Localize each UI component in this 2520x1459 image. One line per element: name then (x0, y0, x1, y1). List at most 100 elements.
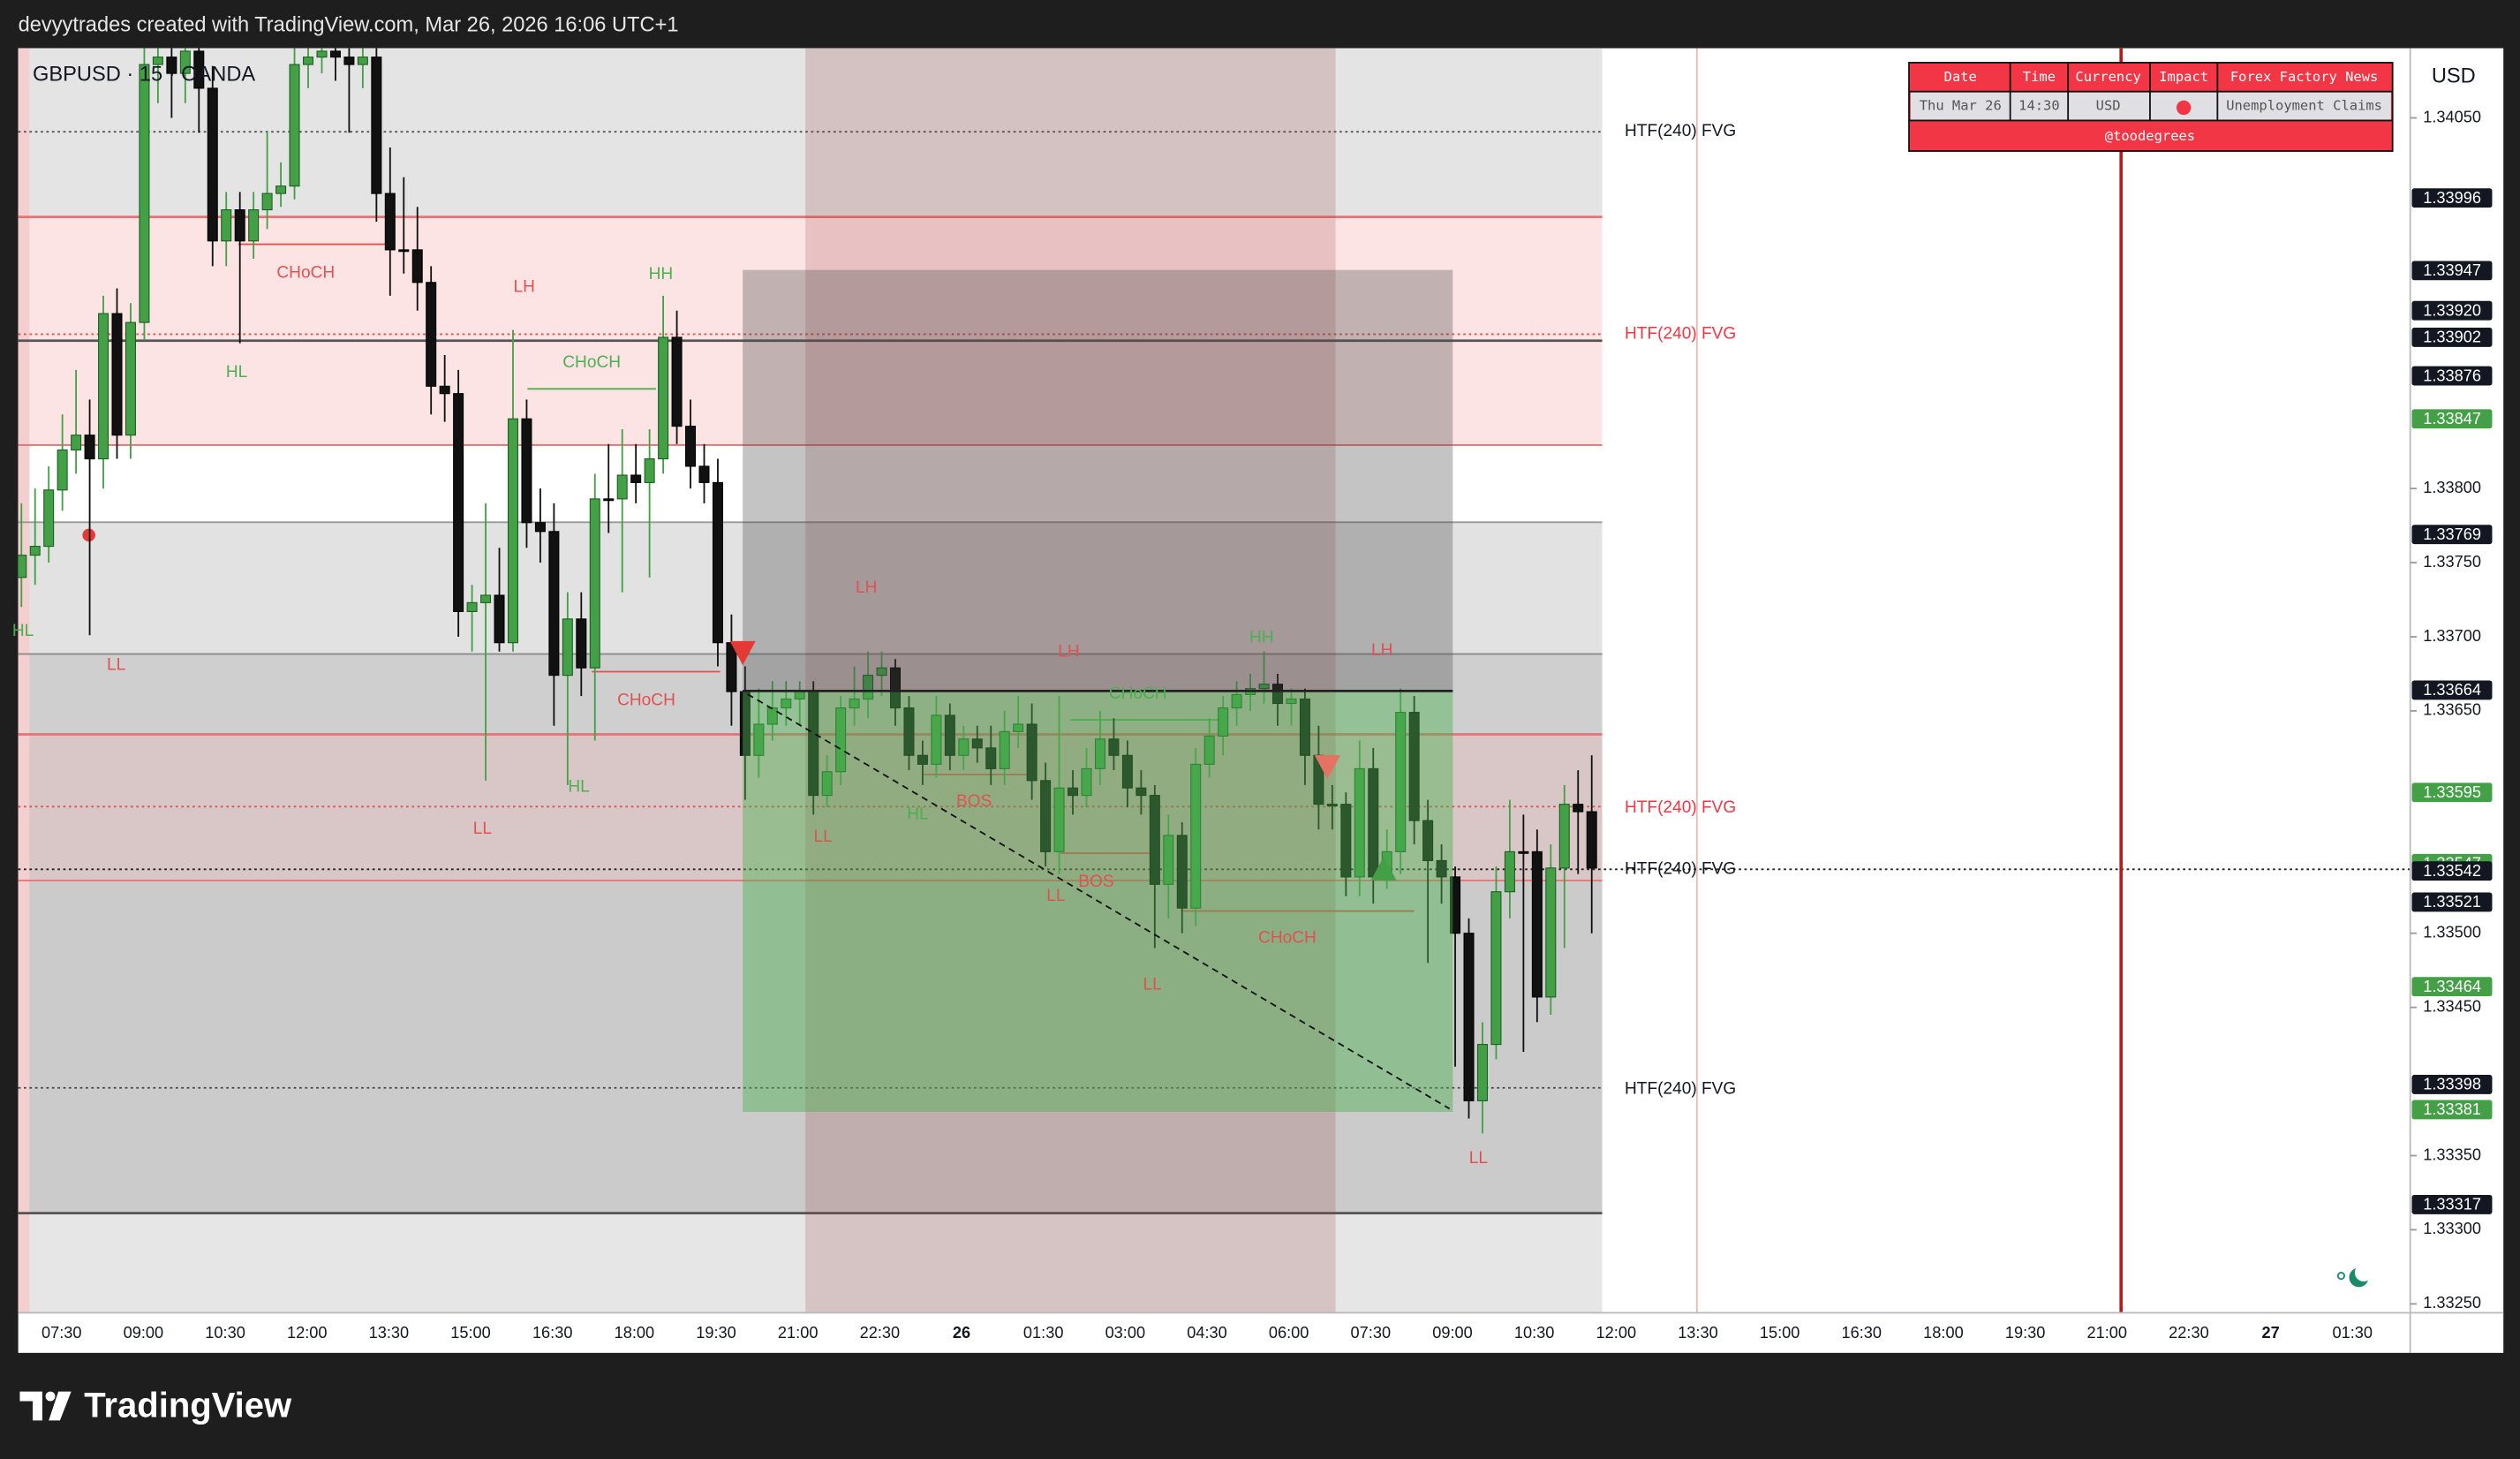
time-tick-label: 06:00 (1269, 1324, 1309, 1342)
time-tick-label: 07:30 (41, 1324, 82, 1342)
candle-body (944, 714, 955, 756)
structure-label: BOS (1078, 873, 1113, 891)
candle-body (234, 209, 245, 242)
candle-body (371, 57, 382, 194)
candle-body (1326, 804, 1338, 807)
candle-body (849, 698, 860, 709)
candle-body (1121, 754, 1133, 789)
candle-body (166, 57, 177, 74)
candle-body (1026, 723, 1037, 782)
zone (18, 1213, 1603, 1313)
time-tick-label: 16:30 (532, 1324, 573, 1342)
table-header: Date (1944, 69, 1977, 85)
candle-body (1231, 693, 1242, 709)
path-line (747, 693, 1451, 1110)
candle-body (931, 714, 942, 765)
candle-body (1094, 738, 1105, 769)
candle-body (152, 57, 163, 65)
price-tag-label: 1.33317 (2423, 1196, 2481, 1213)
price-tick-label: 1.34050 (2423, 108, 2481, 125)
price-tag (2411, 680, 2493, 700)
price-tag (2411, 188, 2493, 208)
zone (18, 881, 1603, 1213)
time-tick-label: 04:30 (1187, 1324, 1227, 1342)
candle-body (1586, 811, 1597, 869)
candle-body (1013, 723, 1024, 732)
impact-dot (2176, 100, 2192, 116)
candle-body (316, 50, 328, 58)
candle-body (1450, 876, 1461, 934)
candle-body (1422, 820, 1434, 862)
candle-body (494, 594, 505, 644)
price-tag (2411, 409, 2493, 429)
time-tick-label: 22:30 (860, 1324, 901, 1342)
zones (18, 48, 2411, 1313)
candle-body (1163, 835, 1174, 885)
candle-body (1558, 804, 1570, 869)
fvg-label: HTF(240) FVG (1625, 1080, 1736, 1099)
fvg-label: HTF(240) FVG (1625, 122, 1736, 140)
table-cell: 14:30 (2018, 98, 2060, 114)
symbol-label: GBPUSD · 15 · OANDA (33, 64, 255, 87)
price-tag (2411, 261, 2493, 281)
candle-body (630, 474, 642, 483)
candle-body (1354, 767, 1365, 878)
candle-body (985, 747, 997, 769)
sell-signal (729, 640, 756, 666)
annotations: CHoCH LH HH CHoCH HL HL LL CHoCH HL LL LH LL HL BOS LH… (12, 122, 1736, 1168)
candle-body (521, 418, 532, 524)
time-tick-label: 10:30 (205, 1324, 245, 1342)
zone (18, 48, 30, 1313)
time-tick-label: 22:30 (2169, 1324, 2209, 1342)
candle-body (698, 465, 710, 483)
candle-body (576, 618, 587, 669)
price-tag-label: 1.33398 (2423, 1076, 2481, 1093)
price-tag (2411, 1194, 2493, 1214)
candle-body (1258, 684, 1270, 690)
candle-body (193, 50, 205, 89)
candle-body (1068, 787, 1079, 797)
price-tag (2411, 525, 2493, 545)
buy-signal (1370, 856, 1397, 881)
table-grid (1909, 62, 2393, 122)
structure-label: HH (649, 265, 674, 283)
candle-body (644, 458, 655, 483)
structure-label: LH (514, 278, 535, 297)
candle-body (57, 449, 68, 491)
currency-label[interactable]: USD (2432, 65, 2476, 88)
fvg-label: HTF(240) FVG (1625, 324, 1736, 343)
time-tick-label: 10:30 (1514, 1324, 1555, 1342)
candle-body (971, 738, 983, 749)
time-tick-label: 16:30 (1842, 1324, 1882, 1342)
candle-body (889, 667, 902, 709)
price-tag (2411, 366, 2493, 386)
structure-label: LH (1371, 641, 1392, 660)
candle-body (139, 64, 150, 323)
structure-label: CHoCH (276, 263, 335, 282)
time-tick-label: 03:00 (1105, 1324, 1146, 1342)
candle-body (876, 667, 887, 677)
table-cell: Unemployment Claims (2226, 98, 2382, 114)
candle-body (1203, 735, 1215, 765)
candle-body (453, 393, 464, 612)
price-tick-label: 1.33650 (2423, 701, 2481, 719)
candle-body (1545, 867, 1557, 998)
candle-body (534, 522, 546, 533)
candle-body (1531, 850, 1543, 998)
candle-body (1190, 763, 1202, 909)
candle-body (753, 723, 765, 756)
price-tick-label: 1.33750 (2423, 553, 2481, 571)
structure-label: CHoCH (562, 353, 621, 372)
candle-body (999, 730, 1010, 769)
table-header: Forex Factory News (2230, 69, 2378, 85)
price-tag-label: 1.33847 (2423, 410, 2481, 427)
time-tick-label: 26 (953, 1324, 970, 1342)
candle-body (1504, 850, 1515, 893)
structure-label: LL (1469, 1149, 1488, 1168)
candle-body (71, 435, 82, 451)
theme-icon[interactable] (2336, 1263, 2373, 1288)
candle-body (426, 282, 437, 387)
candle-body (1040, 780, 1052, 852)
candle-body (111, 313, 123, 436)
